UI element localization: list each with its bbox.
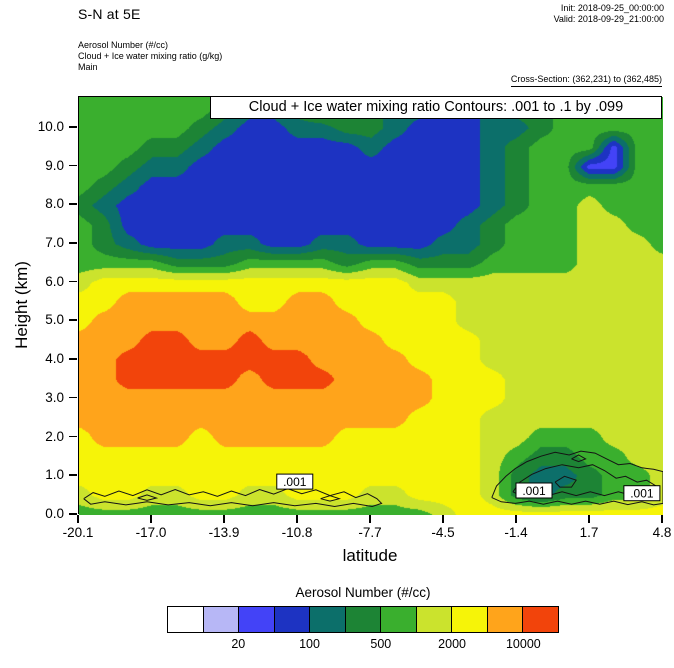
x-tick-label: -20.1 xyxy=(62,525,94,540)
valid-time: Valid: 2018-09-29_21:00:00 xyxy=(553,14,664,24)
y-tick-label: 10.0 xyxy=(37,118,64,134)
cloud-contour-line xyxy=(137,494,159,501)
field-line-cloud: Cloud + Ice water mixing ratio (g/kg) xyxy=(78,51,223,61)
y-tick-label: 6.0 xyxy=(45,273,64,289)
x-tick-mark xyxy=(223,515,225,523)
x-tick-label: -10.8 xyxy=(281,525,313,540)
contour-label-text: .001 xyxy=(630,487,654,501)
colorbar-cell xyxy=(345,607,382,632)
x-axis-label: latitude xyxy=(342,546,398,565)
colorbar xyxy=(167,606,559,633)
y-tick-mark xyxy=(69,164,77,167)
x-tick-label: -7.7 xyxy=(358,525,382,540)
y-tick-mark xyxy=(69,125,77,128)
field-line-domain: Main xyxy=(78,62,98,72)
y-tick-mark xyxy=(69,319,77,322)
x-tick-mark xyxy=(661,515,663,523)
y-tick-label: 9.0 xyxy=(45,157,64,173)
field-legend-block: Aerosol Number (#/cc) Cloud + Ice water … xyxy=(78,40,222,73)
x-tick-mark xyxy=(150,515,152,523)
y-tick-mark xyxy=(69,513,77,515)
y-tick-label: 7.0 xyxy=(45,235,64,251)
field-line-aerosol: Aerosol Number (#/cc) xyxy=(78,40,169,50)
colorbar-label: 20 xyxy=(231,637,246,651)
x-tick-label: -4.5 xyxy=(431,525,455,540)
x-tick-mark xyxy=(77,515,79,523)
x-tick-label: -17.0 xyxy=(135,525,167,540)
y-tick-label: 2.0 xyxy=(45,428,64,444)
y-tick-mark xyxy=(69,396,77,399)
x-tick-label: -1.4 xyxy=(504,525,528,540)
y-tick-mark xyxy=(69,435,77,438)
init-valid-block: Init: 2018-09-25_00:00:00 Valid: 2018-09… xyxy=(554,3,664,25)
y-tick-label: 5.0 xyxy=(45,312,64,328)
x-tick-mark xyxy=(588,515,590,523)
contour-label-text: .001 xyxy=(522,484,546,498)
cloud-contour-line xyxy=(554,475,577,488)
colorbar-cell xyxy=(487,607,524,632)
contour-overlay: .001 .001 .001 xyxy=(83,450,663,508)
colorbar-cell xyxy=(274,607,311,632)
colorbar-cell xyxy=(239,607,275,632)
colorbar-label: 10000 xyxy=(505,637,541,651)
x-tick-label: -13.9 xyxy=(208,525,240,540)
plot-area: .001 .001 .001 Cloud + Ice water mixing ra… xyxy=(78,96,663,515)
x-tick-label: 1.7 xyxy=(579,525,599,540)
y-tick-label: 0.0 xyxy=(45,506,64,521)
colorbar-label: 500 xyxy=(370,637,392,651)
y-tick-label: 3.0 xyxy=(45,389,64,405)
contour-label-text: .001 xyxy=(283,475,307,489)
x-tick-mark xyxy=(369,515,371,523)
cross-section-note: Cross-Section: (362,231) to (362,485) xyxy=(510,74,662,87)
y-tick-mark xyxy=(69,242,77,244)
contour-info-box: Cloud + Ice water mixing ratio Contours:… xyxy=(210,96,662,119)
colorbar-cell xyxy=(168,607,204,632)
x-tick-mark xyxy=(442,515,444,523)
heatmap-canvas xyxy=(79,97,663,515)
contour-label-box xyxy=(515,482,553,499)
y-tick-label: 1.0 xyxy=(45,467,64,483)
colorbar-cell xyxy=(452,607,488,632)
y-tick-mark xyxy=(69,358,77,360)
colorbar-title: Aerosol Number (#/cc) xyxy=(295,585,431,600)
colorbar-cell xyxy=(203,607,240,632)
colorbar-cell xyxy=(310,607,346,632)
colorbar-cell xyxy=(416,607,453,632)
contour-label-box xyxy=(623,485,661,502)
x-tick-mark xyxy=(296,515,298,523)
y-tick-mark xyxy=(69,203,77,205)
y-tick-label: 4.0 xyxy=(45,351,64,367)
cloud-contour-line xyxy=(83,488,383,508)
colorbar-label: 100 xyxy=(299,637,320,651)
init-time: Init: 2018-09-25_00:00:00 xyxy=(560,3,664,13)
y-tick-label: 8.0 xyxy=(45,196,64,212)
x-tick-mark xyxy=(515,515,517,523)
contour-label-box xyxy=(276,473,314,490)
cloud-contour-line xyxy=(491,450,663,506)
cloud-contour-line xyxy=(571,454,587,463)
y-tick-mark xyxy=(69,474,77,476)
colorbar-cell xyxy=(523,607,559,632)
figure-title: S-N at 5E xyxy=(78,6,141,22)
cloud-contour-line xyxy=(320,495,342,502)
colorbar-label: 2000 xyxy=(438,637,466,651)
colorbar-cell xyxy=(381,607,417,632)
x-tick-label: 4.8 xyxy=(652,525,672,540)
y-tick-mark xyxy=(69,280,77,283)
